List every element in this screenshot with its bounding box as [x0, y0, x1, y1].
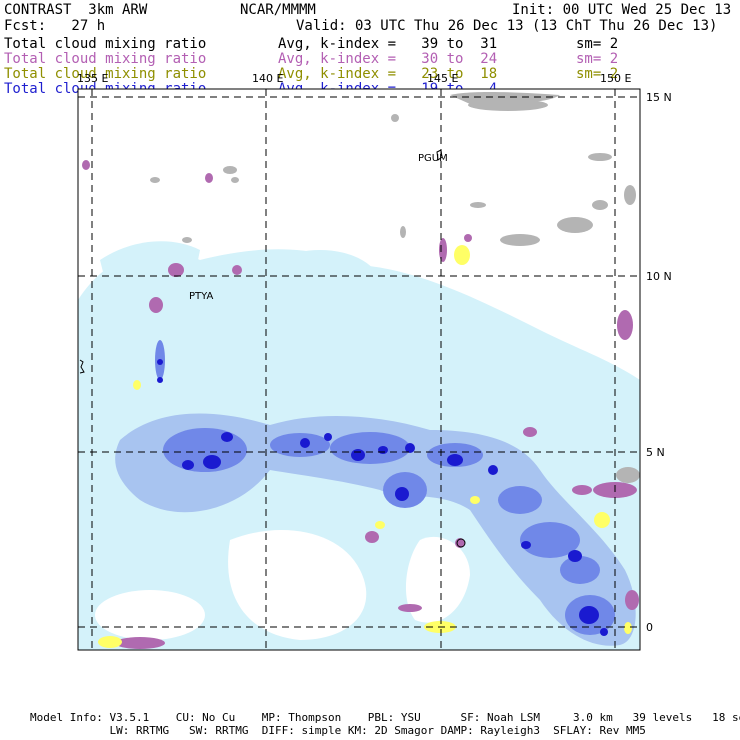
island-outlines — [79, 149, 466, 548]
lon-label-140: 140 E — [252, 72, 283, 85]
station-label-ptya: PTYA — [189, 291, 213, 302]
map-frame — [77, 88, 641, 651]
valid-time: Valid: 03 UTC Thu 26 Dec 13 (13 ChT Thu … — [296, 18, 718, 34]
lat-lon-grid — [78, 89, 640, 650]
station-label-pgum: PGUM — [418, 153, 448, 164]
island-small-outline — [456, 538, 466, 548]
model-info-line-1: Model Info: V3.5.1 CU: No Cu MP: Thompso… — [30, 711, 740, 724]
legend-field-3: Total cloud mixing ratio — [4, 66, 207, 82]
deep-blue-convective-cells — [157, 359, 608, 636]
lat-label-0: 0 — [646, 621, 653, 634]
purple-cloud-patches — [82, 160, 639, 649]
legend-field-1: Total cloud mixing ratio — [4, 36, 207, 52]
legend-range-1: Avg, k-index = 39 to 31 — [278, 36, 498, 52]
legend-range-3: Avg, k-index = 23 to 18 — [278, 66, 498, 82]
lon-label-135: 135 E — [77, 72, 108, 85]
legend-sm-2: sm= 2 — [576, 51, 619, 67]
clear-sky-patches — [95, 530, 470, 640]
legend-field-2: Total cloud mixing ratio — [4, 51, 207, 67]
forecast-hour: Fcst: 27 h — [4, 18, 106, 34]
yellow-cloud-patches — [98, 245, 632, 648]
lon-label-150: 150 E — [600, 72, 631, 85]
legend-range-2: Avg, k-index = 30 to 24 — [278, 51, 498, 67]
init-time: Init: 00 UTC Wed 25 Dec 13 — [512, 2, 732, 18]
legend-sm-3: sm= 2 — [576, 66, 619, 82]
model-title: CONTRAST 3km ARW — [4, 2, 148, 18]
light-blue-cloud-band — [115, 413, 636, 646]
lon-label-145: 145 E — [427, 72, 458, 85]
lat-label-15n: 15 N — [646, 91, 672, 104]
lat-label-10n: 10 N — [646, 270, 672, 283]
lat-label-5n: 5 N — [646, 446, 665, 459]
gray-cloud-patches — [150, 91, 640, 483]
guam-outline — [436, 149, 443, 161]
legend-sm-1: sm= 2 — [576, 36, 619, 52]
model-info-line-2: LW: RRTMG SW: RRTMG DIFF: simple KM: 2D … — [30, 724, 646, 737]
palau-outline — [79, 359, 85, 374]
org-name: NCAR/MMMM — [240, 2, 316, 18]
